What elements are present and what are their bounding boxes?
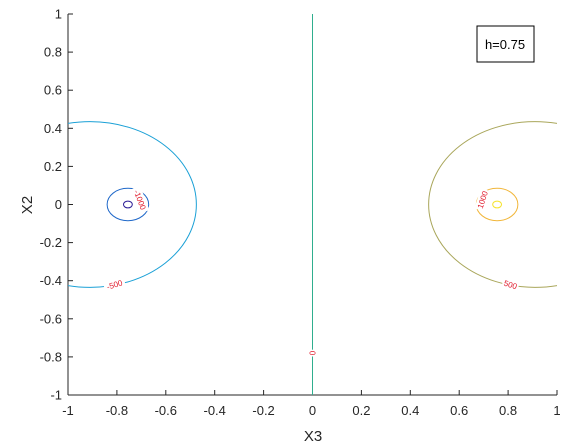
x-tick-label: 0 bbox=[309, 403, 316, 418]
contour-line-500 bbox=[428, 121, 557, 288]
legend-text: h=0.75 bbox=[485, 37, 525, 52]
contour-label-neg1000: -1000 bbox=[130, 185, 150, 214]
x-tick-label: 0.6 bbox=[450, 403, 468, 418]
y-tick-label: -0.2 bbox=[40, 235, 62, 250]
y-tick-label: -0.8 bbox=[40, 349, 62, 364]
x-axis-label: X3 bbox=[304, 428, 322, 445]
legend: h=0.75 bbox=[476, 25, 535, 63]
contour-label-bg bbox=[130, 185, 150, 214]
y-axis-label: X2 bbox=[19, 196, 36, 214]
contour-label-text: -500 bbox=[106, 278, 124, 291]
x-tick-label: 0.2 bbox=[352, 403, 370, 418]
contour-label-bg bbox=[102, 276, 127, 293]
y-tick-label: 0.2 bbox=[44, 159, 62, 174]
contour-line-neg500 bbox=[68, 121, 197, 288]
contour-label-bg bbox=[501, 277, 520, 292]
x-tick-label: 1 bbox=[553, 403, 560, 418]
contour-label-bg bbox=[474, 188, 491, 212]
contour-label-500: 500 bbox=[501, 277, 520, 292]
contour-label-text: -1000 bbox=[132, 189, 148, 212]
contour-label-neg500: -500 bbox=[102, 276, 127, 293]
x-tick-label: 0.4 bbox=[401, 403, 419, 418]
contour-label-0: 0 bbox=[307, 349, 318, 357]
x-tick-label: -0.4 bbox=[203, 403, 225, 418]
contour-line-neg1500 bbox=[123, 200, 133, 209]
x-tick-label: -0.2 bbox=[252, 403, 274, 418]
contour-label-text: 1000 bbox=[476, 190, 490, 210]
contour-label-text: 0 bbox=[309, 350, 318, 355]
contour-line-1500 bbox=[492, 200, 502, 209]
axes-layer: -1 -0.8 -0.6 -0.4 -0.2 0 0.2 0.4 0.6 0.8 1 -1 -0.8 -0… bbox=[40, 7, 561, 419]
y-tick-label: 0.6 bbox=[44, 83, 62, 98]
y-tick-label: 1 bbox=[55, 7, 62, 22]
legend-box bbox=[476, 25, 535, 63]
x-tick-label: -0.6 bbox=[155, 403, 177, 418]
y-tick-label: -0.4 bbox=[40, 273, 62, 288]
contour-label-layer: 0 -500 -1000 500 1000 bbox=[102, 185, 520, 357]
x-tick-label: -1 bbox=[62, 403, 74, 418]
y-tick-label: -1 bbox=[50, 388, 62, 403]
x-tick-label: -0.8 bbox=[106, 403, 128, 418]
contour-label-text: 500 bbox=[503, 279, 519, 292]
contour-line-neg1000 bbox=[106, 187, 150, 222]
y-tick-label: -0.6 bbox=[40, 311, 62, 326]
y-tick-label: 0.4 bbox=[44, 121, 62, 136]
contour-label-bg bbox=[307, 349, 318, 357]
x-tick-label: 0.8 bbox=[499, 403, 517, 418]
y-tick-label: 0 bbox=[55, 197, 62, 212]
y-tick-label: 0.8 bbox=[44, 45, 62, 60]
contour-layer bbox=[68, 14, 557, 395]
